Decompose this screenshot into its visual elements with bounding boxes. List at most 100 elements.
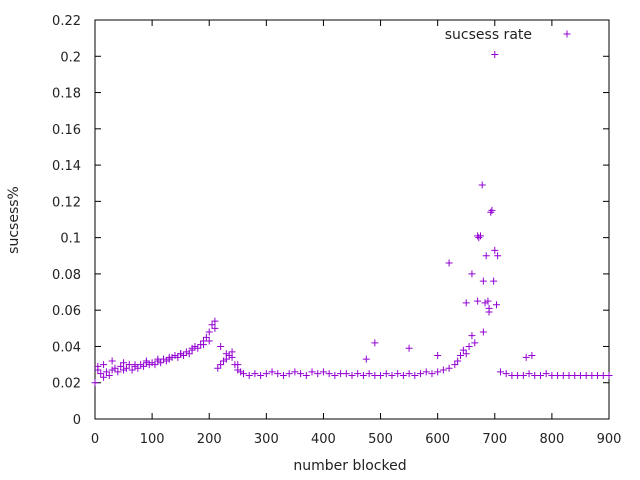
data-point [97,370,105,378]
data-points [91,50,613,387]
data-point [478,181,486,189]
data-point [417,370,425,378]
data-point [492,301,500,309]
data-point [479,277,487,285]
data-point [605,371,613,379]
data-point [237,368,245,376]
data-point [148,359,156,367]
data-point [245,371,253,379]
plot-frame [94,19,610,420]
data-point [536,371,544,379]
data-point [162,357,170,365]
data-point [134,364,142,372]
data-point [180,352,188,360]
data-point [188,344,196,352]
data-point [481,299,489,307]
data-point [348,371,356,379]
data-point [174,353,182,361]
data-point [474,232,482,240]
data-point [485,308,493,316]
data-point [142,357,150,365]
data-point [268,368,276,376]
y-tick-label: 0.02 [52,377,81,392]
data-point [405,344,413,352]
data-point [468,270,476,278]
y-tick-label: 0.08 [52,268,81,283]
data-point [182,348,190,356]
data-point [519,371,527,379]
data-point [100,373,108,381]
data-point [490,277,498,285]
data-point [479,328,487,336]
data-point [291,368,299,376]
data-point [225,352,233,360]
data-point [359,371,367,379]
data-point [154,355,162,363]
y-tick-label: 0 [73,413,81,428]
data-point [354,370,362,378]
data-point [234,361,242,369]
data-point [491,246,499,254]
data-point [388,371,396,379]
data-point [151,361,159,369]
data-point [377,371,385,379]
x-tick-label: 400 [311,432,336,447]
data-point [394,370,402,378]
legend-marker [563,30,571,38]
data-point [274,370,282,378]
data-point [411,371,419,379]
x-tick-label: 0 [91,432,99,447]
data-point [108,366,116,374]
data-point [459,346,467,354]
data-point [454,357,462,365]
axis-ticks [94,19,610,420]
data-point [382,370,390,378]
data-point [120,366,128,374]
data-point [205,328,213,336]
data-point [239,370,247,378]
data-point [439,366,447,374]
data-point [371,339,379,347]
legend: sucsess rate [445,27,571,43]
x-tick-label: 600 [425,432,450,447]
data-point [222,350,230,358]
data-point [525,370,533,378]
data-point [474,297,482,305]
data-point [205,337,213,345]
data-point [462,350,470,358]
data-point [399,371,407,379]
data-point [475,234,483,242]
y-axis-title: sucsess% [6,186,22,254]
data-point [428,370,436,378]
data-point [102,368,110,376]
data-point [496,368,504,376]
data-point [362,355,370,363]
x-tick-label: 200 [197,432,222,447]
data-point [528,352,536,360]
data-point [111,364,119,372]
y-tick-label: 0.2 [60,50,81,65]
y-tick-label: 0.1 [60,232,81,247]
data-point [228,348,236,356]
data-point [177,350,185,358]
data-point [211,317,219,325]
x-tick-label: 900 [597,432,622,447]
data-point [487,208,495,216]
data-point [140,362,148,370]
data-point [502,370,510,378]
y-tick-label: 0.16 [52,123,81,138]
x-tick-label: 100 [140,432,165,447]
data-point [165,353,173,361]
data-point [202,333,210,341]
legend-plus-icon [563,30,571,38]
data-point [319,368,327,376]
data-point [468,332,476,340]
data-point [128,366,136,374]
data-point [122,364,130,372]
data-point [494,252,502,260]
data-point [405,370,413,378]
data-point [297,370,305,378]
data-point [220,357,227,365]
data-point [114,368,122,376]
data-point [491,50,499,58]
